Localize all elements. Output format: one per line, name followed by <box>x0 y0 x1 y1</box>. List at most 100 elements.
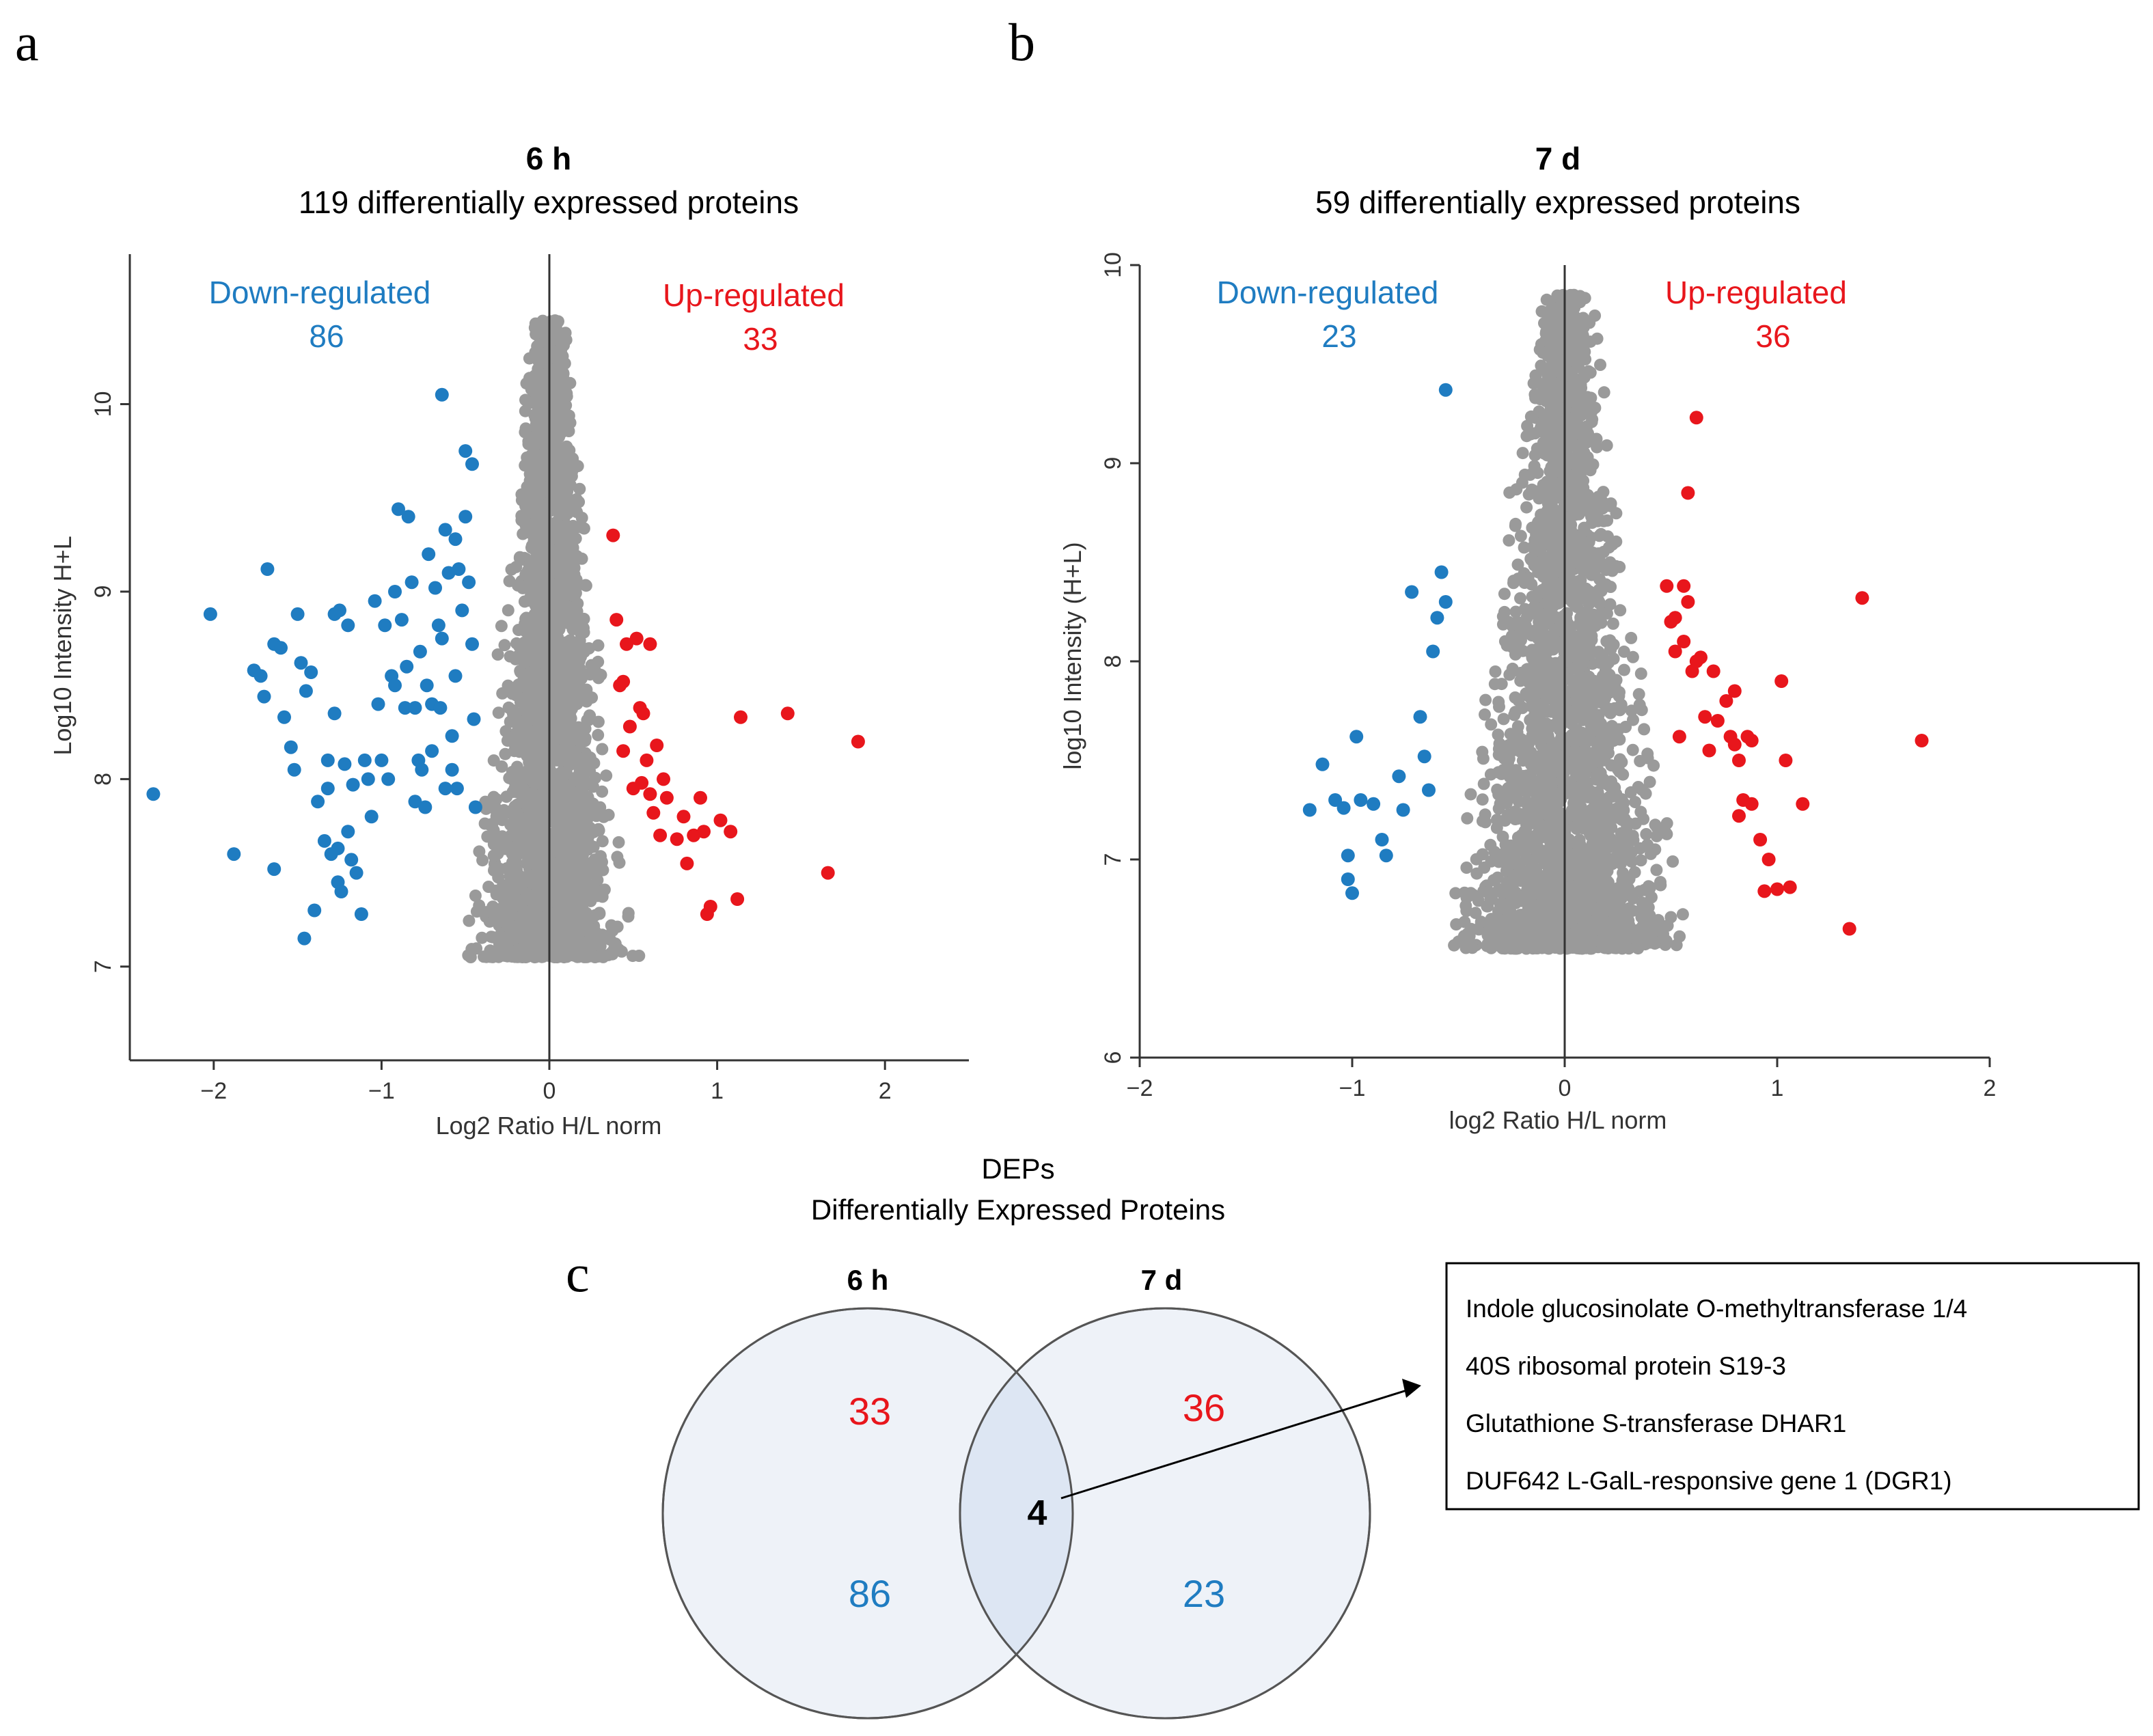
chart-a-down-point-30 <box>338 757 352 771</box>
chart-a-up-point-28 <box>713 813 728 827</box>
venn-circle-6h-outline <box>661 1307 1074 1720</box>
venn-6h-up-count: 33 <box>849 1390 891 1433</box>
chart-b-xtick-label-2: 2 <box>1984 1075 1997 1101</box>
chart-a-down-point-84 <box>445 762 459 777</box>
venn-label-7d: 7 d <box>1141 1264 1183 1296</box>
chart-a-xtick-label--1: −1 <box>368 1078 395 1104</box>
chart-a-down-point-18 <box>307 903 322 918</box>
chart-b-up-point-11 <box>1689 411 1703 425</box>
chart-b-up-point-22 <box>1732 809 1746 823</box>
chart-b-up-point-12 <box>1694 650 1708 665</box>
chart-a-up-point-16 <box>650 739 664 752</box>
chart-b-down-point-9 <box>1367 797 1381 811</box>
chart-a-down-point-9 <box>274 641 288 655</box>
chart-a-down-point-74 <box>448 532 463 547</box>
chart-b-down-point-21 <box>1438 595 1453 609</box>
chart-a-down-point-17 <box>304 665 318 679</box>
chart-a-xtick-label-0: 0 <box>543 1078 556 1104</box>
chart-a-down-point-67 <box>438 782 452 796</box>
chart-b-down-point-6 <box>1345 886 1359 900</box>
chart-a-up-point-4 <box>616 674 631 689</box>
chart-a-down-point-81 <box>465 637 479 651</box>
chart-b-down-point-22 <box>1438 383 1453 397</box>
chart-a-down-point-70 <box>445 729 459 743</box>
venn-arrow-head <box>1402 1379 1421 1398</box>
chart-b-up-point-6 <box>1677 579 1691 593</box>
chart-a-xtick-label-2: 2 <box>879 1078 892 1104</box>
chart-a-down-point-78 <box>458 510 473 524</box>
chart-7d: 7 d 59 differentially expressed proteins… <box>1058 141 1996 1134</box>
chart-a-x-label: Log2 Ratio H/L norm <box>436 1112 662 1140</box>
chart-b-xtick-label--1: −1 <box>1339 1075 1366 1101</box>
chart-b-ticks: −2 −1 0 1 2 6 7 8 9 10 <box>1100 252 1996 1101</box>
chart-a-up-point-15 <box>646 805 661 820</box>
venn-6h-down-count: 86 <box>849 1572 891 1615</box>
panel-letter-a: a <box>15 12 39 72</box>
chart-a-down-point-39 <box>364 810 379 824</box>
chart-b-up-point-29 <box>1761 853 1776 866</box>
chart-a-down-point-48 <box>392 502 405 516</box>
chart-a-ytick-label-8: 8 <box>90 773 116 786</box>
chart-b-up-point-0 <box>1660 579 1674 593</box>
chart-a-up-point-34 <box>851 734 865 749</box>
chart-b-down-point-12 <box>1392 769 1406 784</box>
chart-b-ytick-label-8: 8 <box>1100 655 1126 668</box>
chart-a-down-point-57 <box>413 644 427 659</box>
chart-b-y-label: log10 Intensity (H+L) <box>1058 542 1086 769</box>
chart-a-up-point-33 <box>821 866 835 880</box>
chart-a-down-point-82 <box>467 712 481 726</box>
chart-a-up-point-17 <box>653 828 668 842</box>
chart-b-down-point-15 <box>1413 710 1427 724</box>
chart-b-up-point-31 <box>1774 674 1789 688</box>
chart-b-up-point-34 <box>1796 797 1810 811</box>
chart-a-down-point-16 <box>299 684 313 698</box>
chart-b-up-point-5 <box>1677 635 1691 648</box>
chart-a-down-point-43 <box>378 618 392 633</box>
chart-b-up-point-7 <box>1681 595 1695 609</box>
chart-a-down-point-13 <box>290 607 305 621</box>
chart-a-down-point-61 <box>422 547 436 562</box>
chart-b-up-point-3 <box>1668 644 1682 659</box>
chart-b-up-point-36 <box>1855 591 1869 605</box>
chart-b-up-point-25 <box>1744 797 1759 811</box>
chart-b-down-point-16 <box>1417 749 1431 764</box>
chart-b-ytick-label-9: 9 <box>1100 457 1126 470</box>
chart-b-up-point-19 <box>1727 737 1742 752</box>
chart-a-down-point-10 <box>277 710 291 724</box>
chart-b-up-point-8 <box>1681 486 1695 500</box>
venn-diagram: DEPs Differentially Expressed Proteins 6… <box>661 1153 2140 1720</box>
chart-b-up-point-30 <box>1770 882 1784 896</box>
chart-a-down-point-4 <box>253 669 268 683</box>
chart-a-up-point-0 <box>606 528 620 542</box>
chart-a-down-point-54 <box>408 701 422 715</box>
chart-a-up-point-30 <box>730 892 745 906</box>
chart-a-down-point-41 <box>371 697 385 711</box>
chart-b-marks <box>1302 383 1929 936</box>
chart-b-up-point-35 <box>1842 922 1856 936</box>
protein-item-2: 40S ribosomal protein S19-3 <box>1466 1352 1786 1380</box>
chart-b-up-point-33 <box>1783 880 1797 894</box>
chart-a-down-point-38 <box>361 772 375 786</box>
chart-b-ytick-label-7: 7 <box>1100 853 1126 866</box>
chart-a-down-point-21 <box>320 782 335 796</box>
venn-7d-up-count: 36 <box>1183 1386 1225 1429</box>
chart-a-down-point-68 <box>438 523 452 537</box>
chart-a-up-point-24 <box>697 825 711 839</box>
chart-b-up-point-21 <box>1732 754 1746 767</box>
chart-b-down-point-19 <box>1430 611 1444 625</box>
chart-a-down-point-26 <box>331 841 345 855</box>
chart-a-down-point-0 <box>146 787 161 801</box>
chart-a-down-point-12 <box>287 762 301 777</box>
chart-b-down-point-17 <box>1422 783 1436 797</box>
protein-item-1: Indole glucosinolate O-methyltransferase… <box>1466 1295 1967 1323</box>
chart-a-up-point-8 <box>629 631 644 646</box>
chart-a-up-point-21 <box>676 810 691 824</box>
chart-a-down-point-47 <box>388 585 402 598</box>
chart-a-down-point-73 <box>435 387 449 402</box>
chart-b-down-count: 23 <box>1321 318 1356 354</box>
chart-a-down-point-50 <box>398 701 412 715</box>
chart-a-down-point-72 <box>450 782 464 796</box>
chart-a-down-point-32 <box>341 618 355 633</box>
chart-a-up-label: Up-regulated <box>663 277 845 313</box>
chart-a-y-label: Log10 Intensity H+L <box>49 536 77 755</box>
